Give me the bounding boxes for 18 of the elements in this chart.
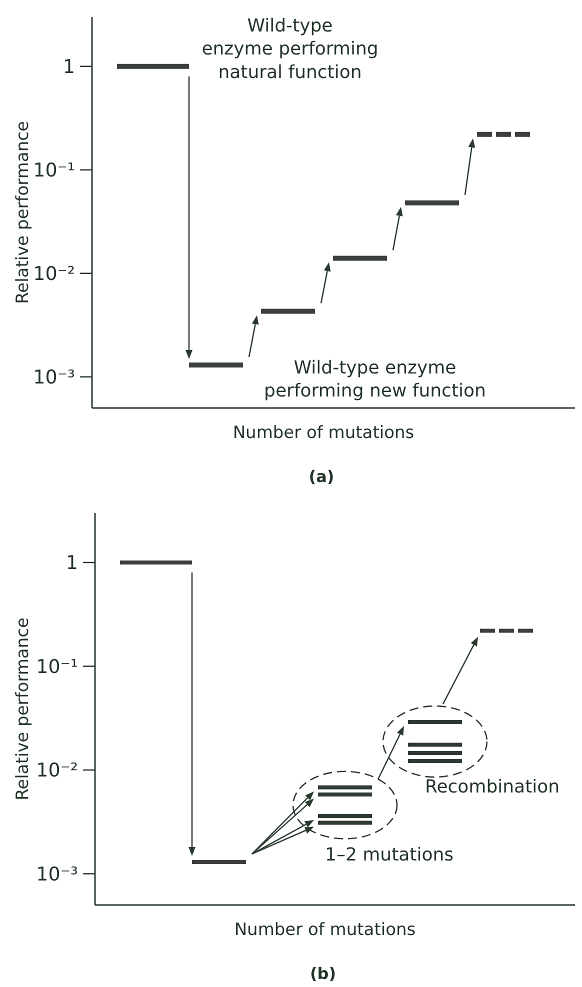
y-axis-title: Relative performance — [12, 618, 33, 800]
annotation: 1–2 mutations — [325, 844, 454, 866]
annotation: Recombination — [425, 776, 560, 798]
annotation: Wild-type enzyme performing new function — [264, 357, 486, 402]
y-tick-label: 1 — [66, 552, 78, 574]
text: (a) — [308, 467, 334, 486]
y-tick-label: 10⁻¹ — [36, 656, 78, 678]
y-tick-label: 1 — [62, 56, 75, 78]
y-tick-label: 10⁻³ — [36, 863, 78, 886]
y-tick-label: 10⁻² — [36, 760, 78, 782]
annotation: Wild-type enzyme performing natural function — [202, 15, 378, 84]
text: (b) — [310, 964, 336, 983]
x-axis-title: Number of mutations — [232, 423, 414, 443]
x-axis-title: Number of mutations — [234, 920, 416, 940]
y-tick-label: 10⁻³ — [33, 366, 75, 388]
y-tick-label: 10⁻² — [33, 263, 75, 286]
y-axis-title: Relative performance — [12, 121, 33, 304]
y-tick-label: 10⁻¹ — [33, 160, 75, 182]
